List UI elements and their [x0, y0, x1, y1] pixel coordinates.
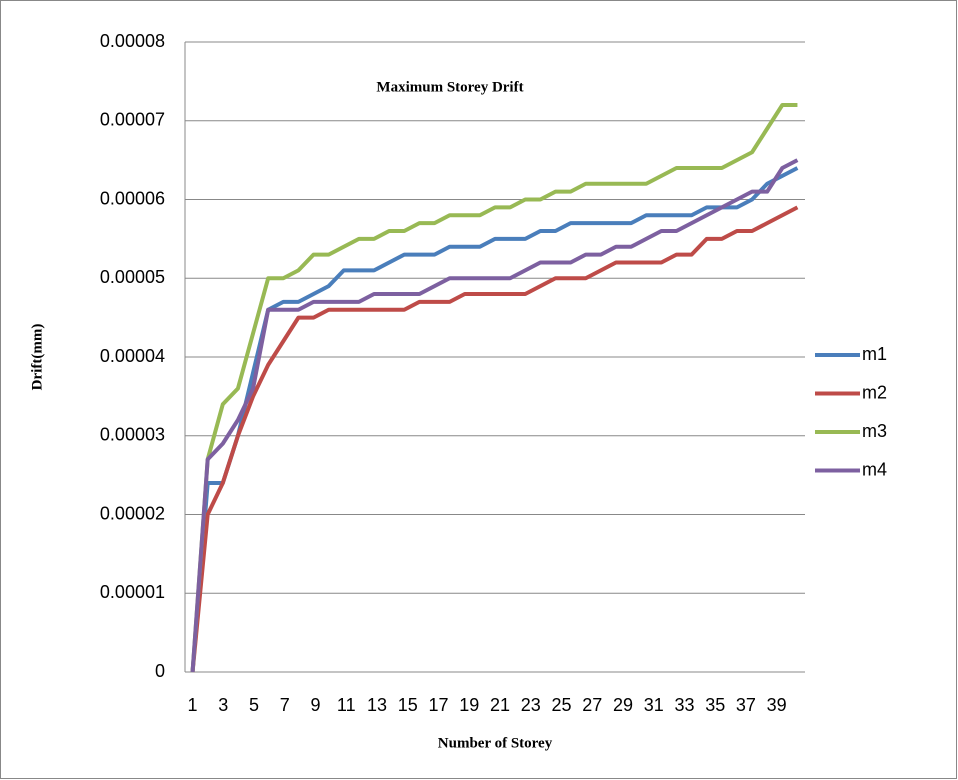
x-tick-label: 27 — [582, 695, 602, 715]
y-tick-label: 0.00008 — [100, 31, 165, 51]
x-tick-label: 7 — [280, 695, 290, 715]
x-tick-label: 5 — [249, 695, 259, 715]
x-tick-label: 35 — [705, 695, 725, 715]
y-tick-label: 0.00003 — [100, 425, 165, 445]
x-tick-label: 21 — [490, 695, 510, 715]
x-tick-label: 9 — [311, 695, 321, 715]
legend-label: m4 — [862, 459, 887, 479]
x-tick-label: 37 — [736, 695, 756, 715]
y-tick-label: 0.00007 — [100, 110, 165, 130]
chart-title: Maximum Storey Drift — [376, 79, 523, 95]
x-tick-label: 13 — [367, 695, 387, 715]
y-tick-label: 0.00002 — [100, 503, 165, 523]
line-series — [190, 158, 799, 673]
y-tick-label: 0.00004 — [100, 346, 165, 366]
x-tick-label: 3 — [218, 695, 228, 715]
line-series — [190, 103, 798, 673]
x-tick-label: 29 — [613, 695, 633, 715]
legend-label: m1 — [862, 344, 887, 364]
line-series — [190, 166, 799, 673]
x-axis-label: Number of Storey — [438, 735, 553, 751]
y-tick-label: 0.00006 — [100, 188, 165, 208]
x-tick-label: 19 — [459, 695, 479, 715]
x-tick-label: 1 — [188, 695, 198, 715]
x-tick-label: 11 — [337, 695, 356, 715]
x-tick-label: 17 — [428, 695, 448, 715]
x-tick-label: 23 — [521, 695, 541, 715]
y-tick-label: 0.00005 — [100, 267, 165, 287]
y-tick-label: 0 — [155, 661, 165, 681]
legend-label: m2 — [862, 382, 887, 402]
x-tick-label: 31 — [644, 695, 664, 715]
y-axis-label: Drift(mm) — [29, 324, 45, 391]
y-tick-label: 0.00001 — [100, 582, 165, 602]
legend-label: m3 — [862, 421, 887, 441]
line-series — [190, 205, 799, 673]
x-tick-label: 15 — [398, 695, 418, 715]
x-tick-label: 33 — [674, 695, 694, 715]
x-tick-label: 39 — [767, 695, 787, 715]
x-tick-label: 25 — [551, 695, 571, 715]
